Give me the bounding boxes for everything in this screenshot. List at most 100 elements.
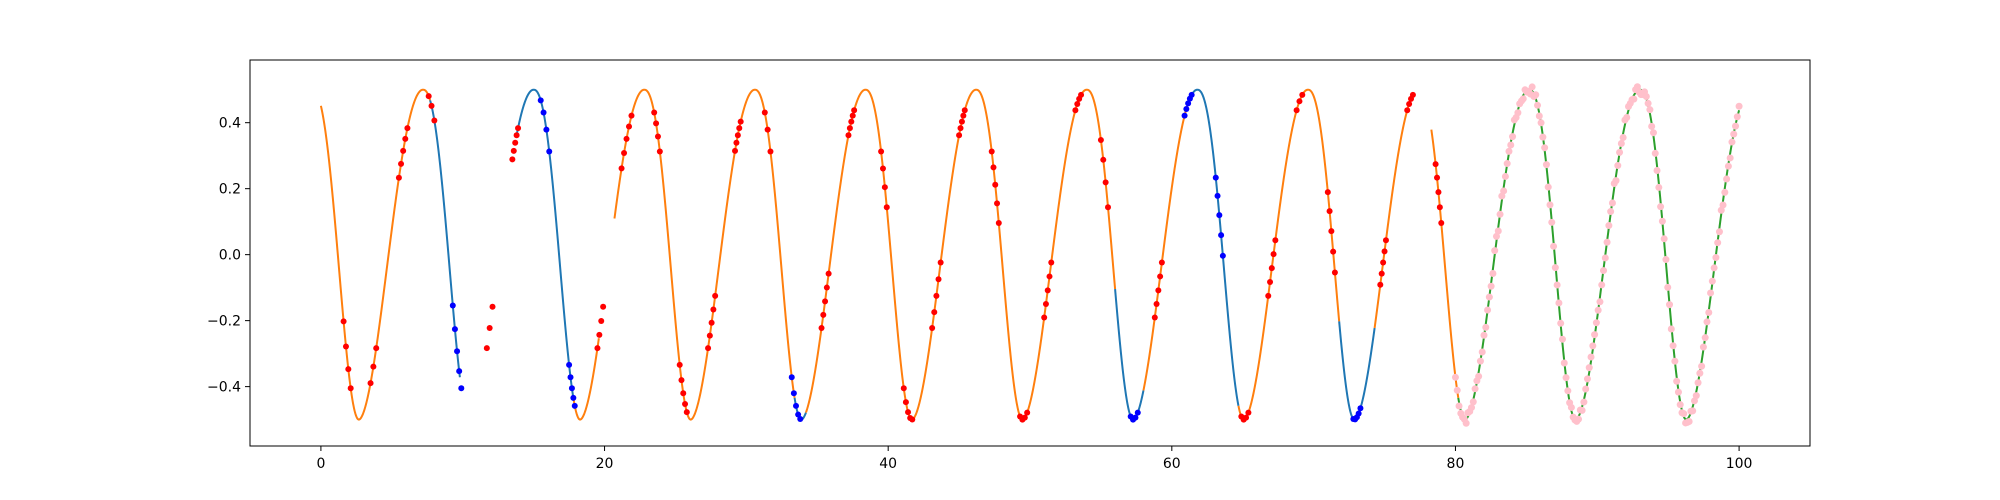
marker-point — [1476, 357, 1484, 365]
marker-point — [1583, 375, 1591, 383]
marker-point — [818, 324, 825, 331]
marker-point — [737, 118, 744, 125]
marker-point — [1324, 189, 1331, 196]
marker-point — [651, 109, 658, 116]
marker-point — [513, 132, 520, 139]
marker-point — [1406, 101, 1413, 108]
marker-point — [929, 324, 936, 331]
marker-point — [431, 117, 438, 124]
x-tick-label: 20 — [596, 456, 614, 472]
marker-point — [1468, 404, 1476, 412]
marker-point — [1151, 314, 1158, 321]
marker-point — [1633, 83, 1641, 91]
marker-point — [710, 306, 717, 313]
marker-point — [1642, 93, 1650, 101]
marker-point — [1485, 293, 1493, 301]
marker-point — [567, 374, 574, 381]
marker-point — [957, 125, 964, 132]
marker-point — [1299, 91, 1306, 98]
x-axis: 0 20 40 60 80 100 — [316, 446, 1752, 472]
marker-point — [345, 366, 352, 373]
marker-point — [656, 148, 663, 155]
marker-point — [736, 125, 743, 132]
marker-point — [1603, 238, 1611, 246]
marker-point — [1436, 204, 1443, 211]
marker-point — [1605, 222, 1613, 230]
marker-point — [1587, 353, 1595, 361]
marker-point — [1728, 138, 1736, 146]
marker-point — [1330, 248, 1337, 255]
marker-point — [1380, 259, 1387, 266]
marker-point — [795, 411, 802, 418]
marker-point — [509, 156, 516, 163]
marker-point — [1564, 387, 1572, 395]
marker-point — [849, 112, 856, 119]
marker-point — [626, 123, 633, 130]
marker-point — [621, 149, 628, 156]
marker-point — [1455, 402, 1463, 410]
marker-point — [1265, 292, 1272, 299]
marker-point — [1585, 364, 1593, 372]
marker-point — [1723, 175, 1731, 183]
marker-point — [1601, 254, 1609, 262]
marker-point — [1726, 154, 1734, 162]
marker-point — [1689, 407, 1697, 415]
marker-point — [398, 160, 405, 167]
marker-point — [510, 147, 517, 154]
marker-point — [1514, 109, 1522, 117]
marker-point — [623, 135, 630, 142]
marker-point — [905, 409, 912, 416]
marker-point — [1048, 259, 1055, 266]
marker-point — [825, 270, 832, 277]
marker-point — [1705, 309, 1713, 316]
marker-point — [489, 303, 496, 310]
marker-point — [1598, 281, 1606, 289]
marker-point — [1331, 269, 1338, 276]
marker-point — [1267, 279, 1274, 286]
marker-point — [1721, 188, 1729, 196]
marker-point — [734, 132, 741, 139]
marker-point — [1214, 192, 1221, 199]
marker-point — [1153, 301, 1160, 308]
marker-point — [395, 174, 402, 181]
marker-point — [596, 331, 603, 338]
series-markers — [340, 83, 1743, 427]
marker-point — [342, 343, 349, 350]
marker-point — [1462, 419, 1470, 427]
marker-point — [956, 132, 963, 139]
marker-point — [340, 318, 347, 325]
marker-point — [1646, 106, 1654, 114]
marker-point — [879, 165, 886, 172]
marker-point — [1612, 177, 1620, 185]
marker-point — [1046, 273, 1053, 280]
marker-point — [1478, 348, 1486, 356]
marker-point — [654, 133, 661, 140]
marker-point — [1733, 113, 1741, 121]
marker-point — [1580, 398, 1588, 406]
marker-point — [1507, 141, 1515, 149]
marker-point — [1653, 167, 1661, 175]
marker-point — [1535, 112, 1543, 120]
marker-point — [1491, 247, 1499, 255]
marker-point — [767, 148, 774, 155]
marker-point — [1553, 281, 1561, 289]
marker-point — [1660, 235, 1668, 243]
marker-point — [1544, 183, 1552, 191]
marker-point — [1532, 91, 1540, 99]
marker-point — [570, 394, 577, 401]
marker-point — [960, 112, 967, 119]
marker-point — [1482, 323, 1490, 331]
marker-point — [1134, 409, 1141, 416]
marker-point — [900, 385, 907, 392]
marker-point — [370, 363, 377, 370]
marker-point — [1494, 227, 1502, 235]
marker-point — [1557, 319, 1565, 327]
marker-point — [682, 401, 689, 408]
marker-point — [1539, 133, 1547, 141]
marker-point — [347, 385, 354, 392]
marker-point — [676, 361, 683, 368]
marker-point — [402, 135, 409, 142]
series-line-segment-3 — [572, 338, 600, 421]
